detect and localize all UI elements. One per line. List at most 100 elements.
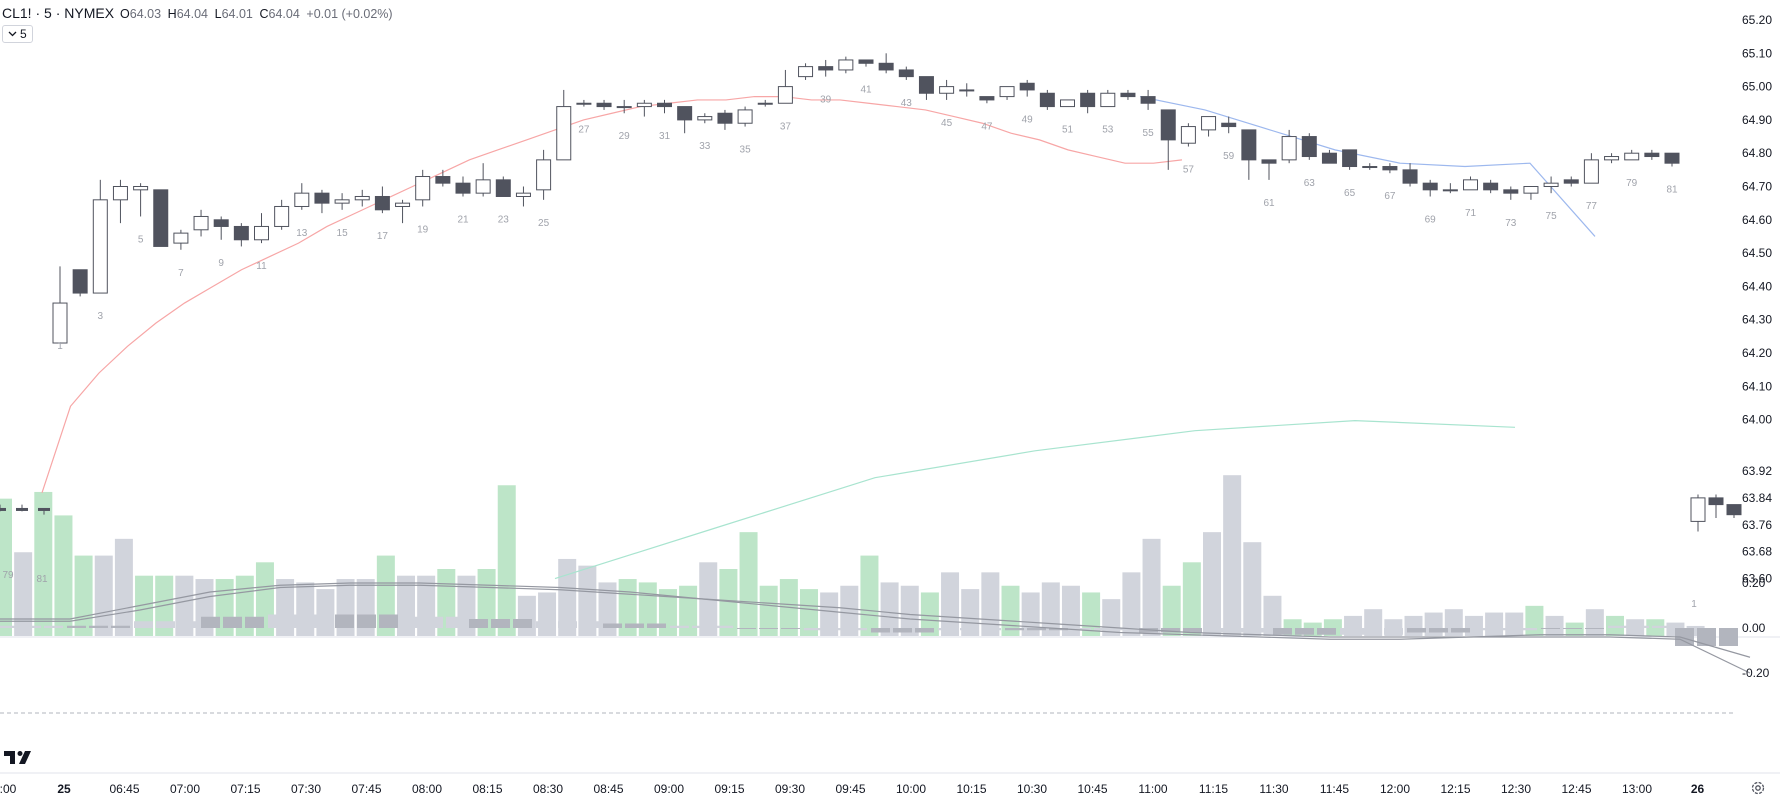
oscillator-histogram-bar	[1585, 628, 1604, 629]
candle-body	[1362, 166, 1378, 169]
oscillator-histogram-bar	[804, 628, 823, 631]
moving-average-lines	[41, 95, 1596, 580]
bar-number: 25	[538, 218, 550, 229]
bar-number: 39	[820, 95, 832, 106]
volume-bar	[1464, 615, 1483, 636]
price-axis-label: 64.80	[1742, 146, 1772, 160]
candle	[1402, 163, 1418, 187]
bar-number: 41	[860, 85, 872, 96]
oscillator-histogram-bar	[424, 616, 443, 628]
candle-body	[1463, 179, 1478, 191]
lower-panel-candles: 79 81 1	[0, 494, 1742, 610]
oscillator-histogram-bar	[1295, 628, 1314, 635]
bar-number: 21	[457, 214, 469, 225]
oscillator-axis-label: 0.00	[1742, 621, 1766, 635]
volume-bar	[1001, 585, 1020, 636]
oscillator-histogram-bar	[1496, 628, 1515, 631]
candle-body	[213, 219, 229, 227]
candle-body	[838, 59, 854, 71]
candle	[274, 199, 290, 230]
price-axis-label: 64.10	[1742, 379, 1772, 393]
tradingview-logo-icon[interactable]	[4, 749, 34, 765]
oscillator-histogram-bar	[469, 619, 488, 628]
candle-body	[1321, 152, 1337, 164]
volume-bar	[1041, 582, 1060, 636]
candle-body	[898, 69, 914, 78]
candle-body	[515, 192, 531, 197]
bar-number: 57	[1183, 165, 1195, 176]
settings-icon[interactable]	[1750, 780, 1766, 796]
candle-body	[354, 195, 370, 201]
interval-toggle-button[interactable]: 5	[2, 25, 33, 43]
candle	[1160, 109, 1176, 170]
bar-number: 67	[1384, 191, 1396, 202]
candle	[838, 56, 854, 74]
candle	[858, 59, 874, 67]
bar-number: 79	[1626, 178, 1638, 189]
time-axis-label: 11:30	[1259, 782, 1288, 796]
bar-number: 15	[337, 228, 349, 239]
candle	[1563, 176, 1579, 187]
volume-bar	[719, 569, 738, 636]
candle-body	[173, 232, 189, 244]
candle-body	[1180, 126, 1196, 144]
oscillator-histogram-bar	[1340, 628, 1359, 635]
candle-body	[576, 102, 592, 105]
volume-bar	[74, 555, 93, 636]
close-label: C	[259, 6, 269, 21]
volume-bar	[961, 589, 980, 636]
bar-number: 3	[98, 311, 104, 322]
price-axis-label: 63.76	[1742, 518, 1772, 532]
oscillator-histogram-bar	[111, 625, 130, 628]
low-label: L	[214, 6, 222, 21]
oscillator-histogram-bar	[1228, 628, 1247, 633]
bar-number: 71	[1465, 208, 1477, 219]
volume-bar	[860, 555, 879, 636]
volume-bar	[1223, 475, 1242, 636]
volume-bar	[1243, 542, 1262, 636]
candle-body	[38, 507, 50, 511]
time-axis-label: 08:45	[593, 782, 623, 796]
time-axis-label: 11:00	[1138, 782, 1167, 796]
oscillator-axis: 0.20 0.00 -0.20	[1742, 576, 1770, 680]
candle	[616, 99, 632, 114]
oscillator-histogram-bar	[357, 614, 376, 628]
candle	[898, 66, 914, 80]
time-axis-label: 09:30	[775, 782, 805, 796]
symbol-title[interactable]: CL1! · 5 · NYMEX	[2, 5, 115, 21]
volume-bar	[1142, 538, 1161, 636]
candle	[798, 63, 814, 80]
oscillator-histogram-bar	[1675, 628, 1694, 646]
bar-number: 77	[1586, 201, 1598, 212]
volume-bar	[1061, 585, 1080, 636]
time-axis-label: 12:15	[1440, 782, 1470, 796]
oscillator-histogram-bar	[580, 621, 599, 628]
candle-body	[72, 269, 88, 294]
candle	[939, 79, 955, 100]
candle-body	[1382, 166, 1398, 171]
candle	[536, 149, 552, 200]
price-axis-label: 64.70	[1742, 180, 1772, 194]
bar-number: 35	[740, 145, 752, 156]
candle	[697, 113, 713, 124]
candle	[1483, 179, 1499, 194]
oscillator-histogram-bar	[134, 621, 153, 628]
bar-number: 45	[941, 118, 953, 129]
candle-body	[112, 186, 128, 201]
candle-body	[0, 507, 6, 511]
candle	[1604, 153, 1620, 164]
candlesticks	[52, 53, 1680, 344]
time-axis-label: 07:00	[170, 782, 200, 796]
bar-number: 47	[981, 121, 993, 132]
candle-body	[1261, 159, 1277, 164]
volume-bar	[1485, 612, 1504, 636]
price-axis-label: 65.00	[1742, 80, 1772, 94]
oscillator-histogram-bar	[379, 614, 398, 628]
candle	[1422, 179, 1438, 197]
candle	[757, 99, 773, 107]
price-axis-label: 64.50	[1742, 246, 1772, 260]
candle	[1583, 153, 1599, 184]
